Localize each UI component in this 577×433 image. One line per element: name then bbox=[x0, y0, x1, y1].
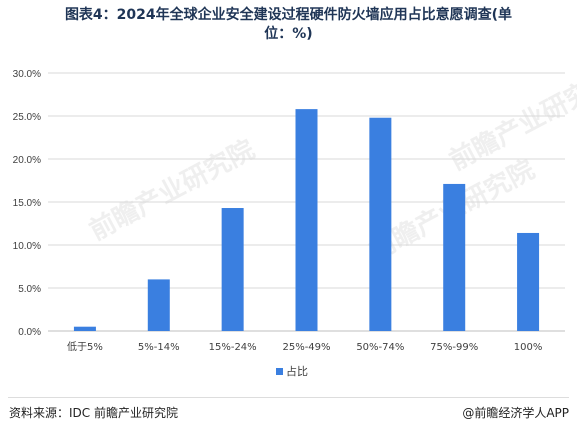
bar bbox=[517, 232, 540, 331]
bar bbox=[295, 109, 318, 332]
y-tick-label: 20.0% bbox=[13, 155, 41, 166]
chart-title: 图表4：2024年全球企业安全建设过程硬件防火墙应用占比意愿调查(单 位：%) bbox=[0, 6, 577, 44]
y-tick-label: 0.0% bbox=[18, 327, 41, 338]
x-tick-label: 50%-74% bbox=[356, 342, 404, 353]
x-tick-label: 100% bbox=[514, 342, 543, 353]
bar bbox=[147, 279, 170, 331]
y-tick-label: 30.0% bbox=[13, 69, 41, 80]
x-tick-label: 25%-49% bbox=[282, 342, 330, 353]
bar bbox=[443, 183, 466, 331]
legend-label: 占比 bbox=[286, 364, 308, 378]
y-tick-label: 10.0% bbox=[13, 241, 41, 252]
legend-swatch bbox=[276, 368, 283, 375]
footer-divider bbox=[8, 397, 569, 398]
chart-title-line2: 位：%) bbox=[264, 26, 313, 42]
y-tick-label: 25.0% bbox=[13, 112, 41, 123]
chart-title-line1: 图表4：2024年全球企业安全建设过程硬件防火墙应用占比意愿调查(单 bbox=[64, 7, 513, 23]
bar bbox=[221, 208, 244, 331]
credit-note: @前瞻经济学人APP bbox=[462, 406, 569, 420]
y-tick-label: 15.0% bbox=[13, 198, 41, 209]
x-tick-label: 低于5% bbox=[67, 340, 103, 353]
source-note: 资料来源：IDC 前瞻产业研究院 bbox=[9, 406, 178, 420]
y-tick-label: 5.0% bbox=[18, 284, 41, 295]
x-tick-label: 75%-99% bbox=[430, 342, 478, 353]
x-tick-label: 5%-14% bbox=[138, 342, 180, 353]
bar bbox=[73, 326, 96, 331]
bar bbox=[369, 117, 392, 331]
x-tick-label: 15%-24% bbox=[209, 342, 257, 353]
